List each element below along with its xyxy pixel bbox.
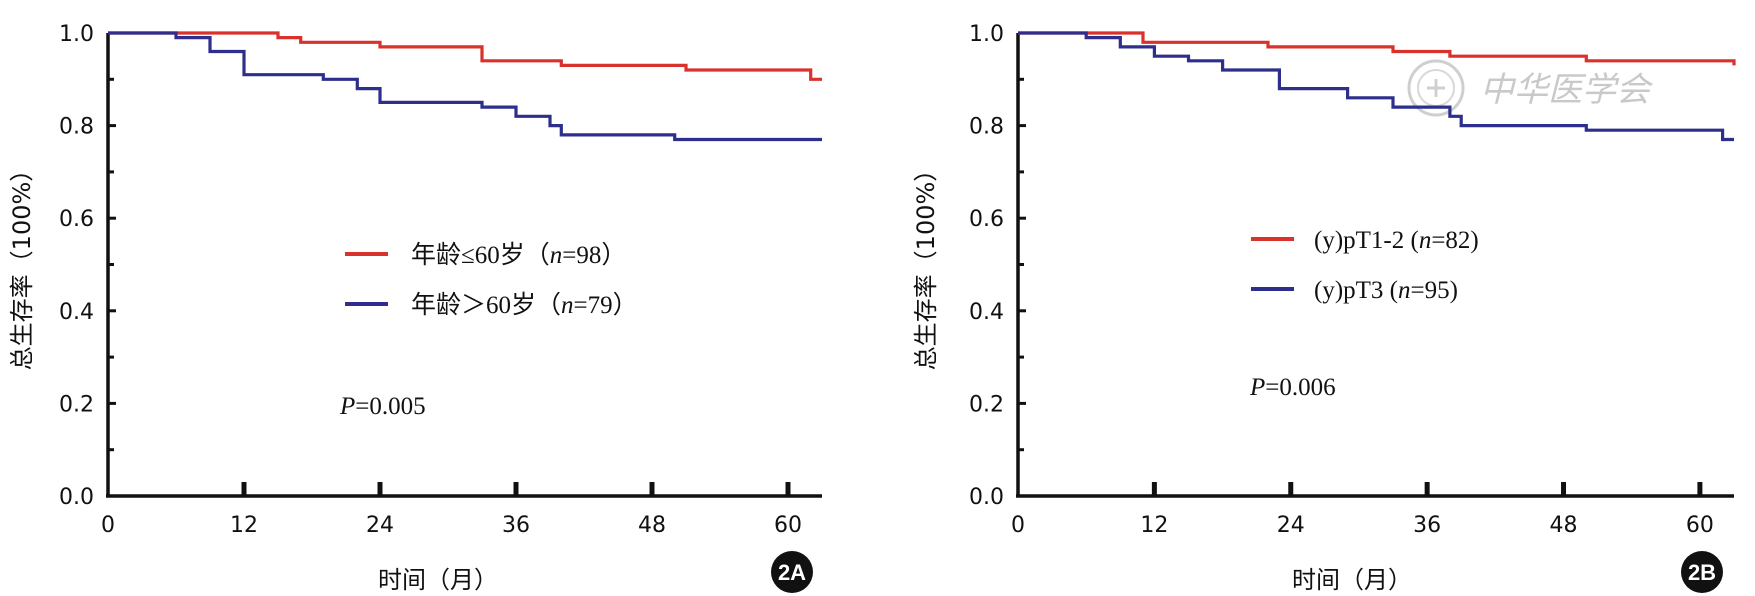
chart-b-x-tick-label: 60 <box>1686 513 1714 538</box>
chart-b-series-1-line <box>1018 31 1736 66</box>
chart-panel-2a: 0.0 0.2 0.4 0.6 0.8 1.0 0 12 24 36 48 60 时间（月） 总生存… <box>8 22 822 594</box>
chart-b-y-axis-title: 总生存率（100%） <box>912 158 940 371</box>
chart-a-y-tick-label: 0.4 <box>59 300 94 325</box>
chart-panel-2b: 0.0 0.2 0.4 0.6 0.8 1.0 0 12 24 36 48 60 时间（月） 总生存… <box>912 22 1736 594</box>
chart-a-x-tick-label: 60 <box>774 513 802 538</box>
chart-b-x-tick-label: 12 <box>1140 513 1168 538</box>
chart-a-y-axis-title: 总生存率（100%） <box>8 158 36 371</box>
chart-b-y-tick-label: 0.2 <box>969 392 1004 417</box>
chart-a-y-tick-label: 1.0 <box>59 22 94 47</box>
chart-b-panel-badge: 2B <box>1681 551 1723 593</box>
chart-b-y-tick-label: 0.0 <box>969 485 1004 510</box>
chart-a-x-tick-label: 48 <box>638 513 666 538</box>
chart-b-legend: (y)pT1-2 (n=82) (y)pT3 (n=95) <box>1251 227 1479 304</box>
chart-b-x-tick-label: 48 <box>1550 513 1578 538</box>
chart-b-panel-label: 2B <box>1688 560 1716 585</box>
chart-b-x-tick-label: 0 <box>1011 513 1025 538</box>
chart-a-y-tick-label: 0.0 <box>59 485 94 510</box>
chart-b-y-tick-label: 0.4 <box>969 300 1004 325</box>
chart-b-y-tick-label: 1.0 <box>969 22 1004 47</box>
chart-a-panel-badge: 2A <box>771 551 813 593</box>
chart-b-legend-label-1: (y)pT1-2 (n=82) <box>1314 227 1479 254</box>
chart-b-series-2-line <box>1018 31 1734 142</box>
chart-b-p-value: P=0.006 <box>1249 374 1336 401</box>
chart-b-legend-label-2: (y)pT3 (n=95) <box>1314 277 1458 304</box>
chart-a-legend-label-2: 年龄＞60岁（n=79） <box>411 291 638 319</box>
chart-a-panel-label: 2A <box>778 560 806 585</box>
chart-a-x-tick-label: 24 <box>366 513 394 538</box>
chart-b-x-axis-title: 时间（月） <box>1292 566 1412 594</box>
chart-a-y-tick-label: 0.8 <box>59 115 94 140</box>
chart-b-x-tick-label: 36 <box>1413 513 1441 538</box>
chart-a-x-tick-label: 0 <box>101 513 115 538</box>
chart-a-p-value: P=0.005 <box>339 393 426 420</box>
chart-a-y-tick-label: 0.6 <box>59 207 94 232</box>
chart-a-legend-label-1: 年龄≤60岁（n=98） <box>411 241 626 269</box>
chart-b-y-tick-label: 0.8 <box>969 115 1004 140</box>
chart-a-legend: 年龄≤60岁（n=98） 年龄＞60岁（n=79） <box>345 241 638 319</box>
chart-a-y-tick-label: 0.2 <box>59 392 94 417</box>
chart-a-x-tick-label: 36 <box>502 513 530 538</box>
chart-a-series-1-line <box>108 31 822 81</box>
chart-b-y-tick-label: 0.6 <box>969 207 1004 232</box>
chart-a-series-2-line <box>108 31 822 142</box>
chart-a-x-tick-label: 12 <box>230 513 258 538</box>
watermark-text: 中华医学会 <box>1480 70 1654 110</box>
chart-b-x-tick-label: 24 <box>1277 513 1305 538</box>
chart-a-x-axis-title: 时间（月） <box>378 566 498 594</box>
watermark: 中华医学会 <box>1407 59 1654 117</box>
